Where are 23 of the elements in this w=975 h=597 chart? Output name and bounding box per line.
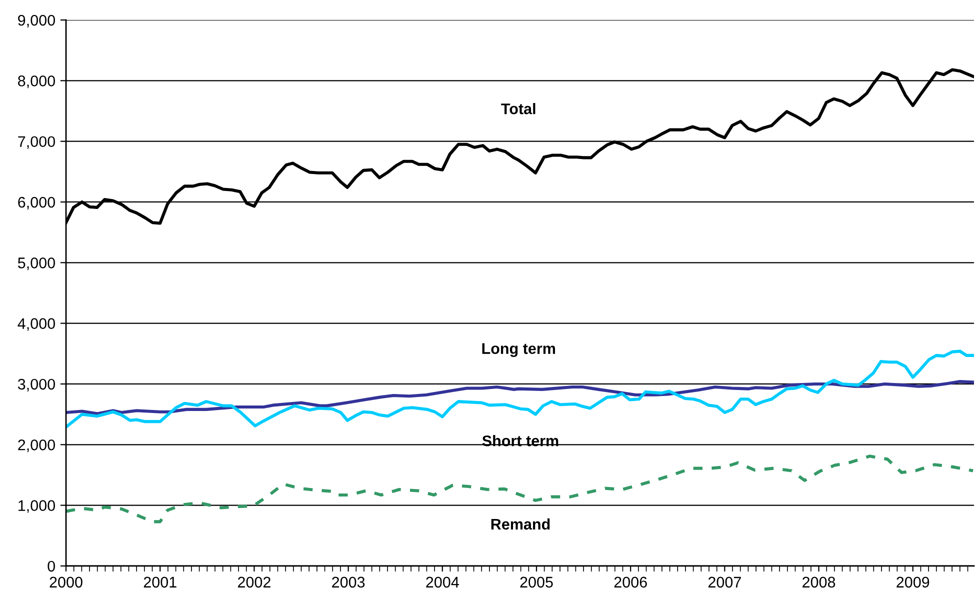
y-tick-label: 7,000 [18,136,55,149]
y-tick-label: 6,000 [18,196,55,210]
x-tick-label: 2003 [332,576,365,588]
x-tick-label: 2008 [802,576,836,588]
x-tick-label: 2000 [50,576,82,588]
y-tick-label: 2,000 [18,440,55,452]
series-label: Remand [491,518,550,530]
x-tick-label: 2005 [520,576,553,588]
text: Total [501,103,536,114]
x-tick-label: 2007 [708,576,741,588]
x-tick-label: 2002 [238,576,270,588]
y-tick-label: 8,000 [18,76,55,88]
y-tick-label: 5,000 [18,258,55,270]
y-tick-label: 0 [48,560,55,572]
y-tick-label: 9,000 [18,14,55,28]
x-tick-label: 2004 [426,576,459,588]
x-tick-label: 2001 [144,576,176,588]
x-tick-label: 2009 [896,576,930,588]
x-tick-label: 2006 [614,576,647,588]
text: Long term [482,343,556,358]
y-tick-label: 4,000 [18,318,55,331]
y-tick-label: 3,000 [18,378,55,392]
y-tick-label: 1,000 [18,500,55,513]
